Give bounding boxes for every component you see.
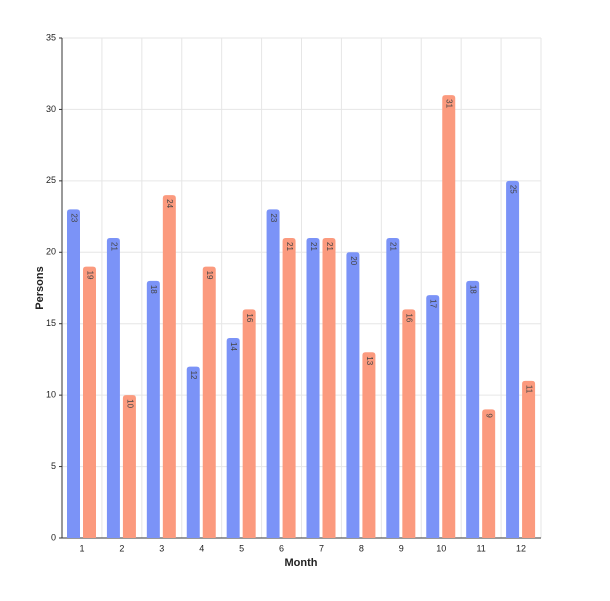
x-tick-label: 4 <box>199 543 204 553</box>
y-tick-label: 30 <box>46 104 56 114</box>
value-label: 13 <box>365 356 374 365</box>
y-tick-label: 35 <box>46 32 56 42</box>
bar <box>362 352 376 538</box>
value-label: 23 <box>269 213 278 222</box>
bar <box>122 395 136 538</box>
value-label: 25 <box>508 185 517 194</box>
value-label: 24 <box>165 199 174 208</box>
bar <box>67 209 80 538</box>
x-tick-label: 10 <box>436 543 446 553</box>
value-label: 19 <box>85 271 94 280</box>
bar <box>106 238 120 538</box>
x-tick-label: 7 <box>319 543 324 553</box>
bar <box>186 366 200 538</box>
value-label: 18 <box>469 285 478 294</box>
y-tick-label: 20 <box>46 247 56 257</box>
value-label: 11 <box>524 385 533 394</box>
value-label: 16 <box>405 313 414 322</box>
value-label: 16 <box>245 313 254 322</box>
x-tick-label: 1 <box>79 543 84 553</box>
bar <box>322 238 336 538</box>
x-tick-label: 6 <box>279 543 284 553</box>
value-label: 21 <box>109 242 118 251</box>
bar <box>242 309 256 538</box>
value-label: 21 <box>389 242 398 251</box>
x-tick-label: 2 <box>119 543 124 553</box>
x-tick-label: 12 <box>516 543 526 553</box>
bar <box>402 309 416 538</box>
bar <box>346 252 360 539</box>
value-label: 21 <box>309 242 318 251</box>
y-tick-label: 10 <box>46 390 56 400</box>
x-axis-title: Month <box>285 557 318 569</box>
y-tick-label: 25 <box>46 175 56 185</box>
y-tick-label: 0 <box>51 532 56 542</box>
x-tick-label: 8 <box>359 543 364 553</box>
value-label: 31 <box>445 99 454 108</box>
bar <box>442 95 456 539</box>
value-label: 23 <box>69 213 78 222</box>
value-label: 17 <box>429 299 438 308</box>
bar <box>282 238 296 538</box>
bar <box>306 238 320 538</box>
bar <box>83 266 96 538</box>
bar <box>506 180 520 538</box>
bar <box>202 266 216 538</box>
bar <box>266 209 280 538</box>
bar <box>466 280 480 538</box>
x-tick-label: 11 <box>476 543 485 553</box>
bar <box>226 338 240 538</box>
value-label: 19 <box>205 271 214 280</box>
x-tick-label: 9 <box>399 543 404 553</box>
value-label: 20 <box>349 256 358 265</box>
bar <box>146 280 160 538</box>
bar <box>426 295 440 538</box>
bar <box>386 238 400 538</box>
value-label: 18 <box>149 285 158 294</box>
value-label: 21 <box>285 242 294 251</box>
x-tick-label: 3 <box>159 543 164 553</box>
bar <box>162 195 176 538</box>
x-tick-label: 5 <box>239 543 244 553</box>
value-label: 14 <box>229 342 238 351</box>
value-label: 21 <box>325 242 334 251</box>
value-label: 12 <box>189 371 198 380</box>
value-label: 10 <box>125 399 134 408</box>
y-tick-label: 15 <box>46 318 56 328</box>
y-axis-title: Persons <box>34 266 46 309</box>
bar <box>482 409 496 538</box>
y-tick-label: 5 <box>51 461 56 471</box>
bar <box>522 380 536 538</box>
value-label: 9 <box>485 413 494 418</box>
